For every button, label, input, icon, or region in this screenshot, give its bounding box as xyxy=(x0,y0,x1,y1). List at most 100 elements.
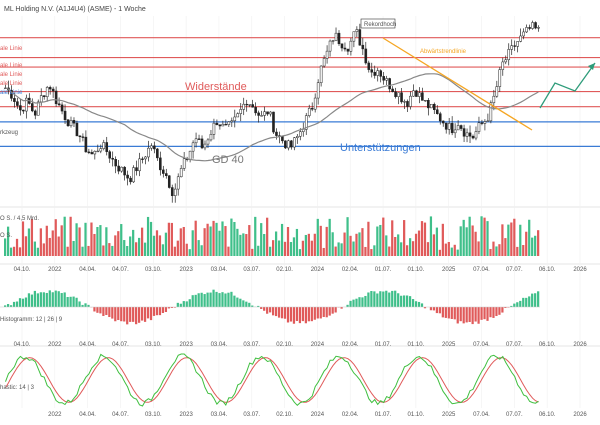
candle-body-109 xyxy=(329,41,331,51)
candle-body-30 xyxy=(94,151,96,154)
volume-bar-12 xyxy=(40,228,42,256)
macd-bar-92 xyxy=(278,307,280,318)
volume-bar-52 xyxy=(159,235,161,256)
volume-bar-28 xyxy=(87,246,89,256)
candle-body-164 xyxy=(493,96,495,103)
candle-body-17 xyxy=(55,91,57,104)
candle-body-12 xyxy=(40,96,42,102)
volume-bar-48 xyxy=(147,217,149,256)
macd-bar-93 xyxy=(281,307,283,318)
macd-bar-16 xyxy=(52,292,54,307)
macd-bar-119 xyxy=(358,297,360,307)
candle-body-47 xyxy=(144,157,146,159)
macd-bar-96 xyxy=(290,307,292,322)
candle-body-74 xyxy=(225,124,227,125)
volume-bar-36 xyxy=(111,246,113,256)
volume-bar-47 xyxy=(144,243,146,256)
x-tick-label-bottom-3: 03.10. xyxy=(145,412,162,418)
candle-body-48 xyxy=(147,148,149,157)
x-tick-label-bottom-6: 03.07. xyxy=(243,412,260,418)
volume-bar-136 xyxy=(409,238,411,256)
candle-body-72 xyxy=(219,125,221,126)
macd-bar-36 xyxy=(111,307,113,319)
x-tick-label-bottom-10: 01.07. xyxy=(375,412,392,418)
candle-body-71 xyxy=(216,123,218,125)
macd-bar-140 xyxy=(421,303,423,307)
macd-bar-13 xyxy=(43,292,45,307)
candle-body-69 xyxy=(210,134,212,140)
macd-bar-108 xyxy=(326,307,328,317)
candle-body-41 xyxy=(127,175,129,178)
macd-bar-109 xyxy=(329,307,331,316)
downtrend-label: Abwärtstrendlinie xyxy=(420,49,467,55)
candle-body-103 xyxy=(311,108,313,109)
candle-body-157 xyxy=(472,136,474,138)
volume-bar-17 xyxy=(55,219,57,256)
volume-bar-143 xyxy=(430,216,432,256)
candle-body-40 xyxy=(124,167,126,175)
volume-bar-13 xyxy=(43,243,45,256)
macd-bar-76 xyxy=(230,292,232,307)
macd-bar-18 xyxy=(58,291,60,307)
volume-label-1: O S. / 4,5 Mrd. xyxy=(0,216,39,222)
volume-bar-26 xyxy=(81,247,83,256)
candle-body-118 xyxy=(356,30,358,32)
candle-body-107 xyxy=(323,58,325,66)
candle-body-16 xyxy=(52,89,54,91)
macd-bar-157 xyxy=(472,307,474,324)
volume-bar-46 xyxy=(141,228,143,256)
volume-bar-41 xyxy=(126,246,128,256)
volume-bar-159 xyxy=(477,241,479,256)
candle-body-82 xyxy=(249,104,251,105)
candle-body-67 xyxy=(204,144,206,148)
left-label-5: rkzeug xyxy=(0,130,18,136)
macd-bar-64 xyxy=(195,295,197,307)
macd-bar-174 xyxy=(522,298,524,307)
volume-bar-151 xyxy=(454,245,456,256)
candle-body-161 xyxy=(484,122,486,124)
candle-body-83 xyxy=(252,104,254,107)
candle-body-150 xyxy=(451,123,453,133)
volume-bar-82 xyxy=(248,225,250,256)
macd-bar-78 xyxy=(236,298,238,307)
volume-bar-75 xyxy=(227,247,229,256)
volume-bar-79 xyxy=(239,235,241,256)
candle-body-15 xyxy=(49,87,51,89)
macd-bar-26 xyxy=(81,305,83,307)
macd-bar-115 xyxy=(346,305,348,307)
x-tick-label-bottom-16: 2026 xyxy=(573,412,587,418)
candle-body-58 xyxy=(177,177,179,189)
candle-body-177 xyxy=(532,22,534,28)
x-tick-label-mid-1: 2022 xyxy=(48,342,62,348)
volume-bar-147 xyxy=(442,224,444,256)
volume-bar-69 xyxy=(209,226,211,256)
volume-bar-97 xyxy=(293,237,295,256)
macd-bar-147 xyxy=(442,307,444,317)
macd-bar-137 xyxy=(412,299,414,307)
volume-bar-10 xyxy=(34,242,36,256)
macd-bar-75 xyxy=(227,293,229,307)
candle-body-88 xyxy=(266,112,268,114)
candle-body-144 xyxy=(433,104,435,110)
macd-bar-61 xyxy=(186,301,188,307)
macd-bar-79 xyxy=(239,299,241,307)
macd-bar-134 xyxy=(403,295,405,307)
candle-body-97 xyxy=(293,138,295,147)
x-tick-label-mid-17: 2026 xyxy=(573,342,587,348)
macd-bar-126 xyxy=(379,291,381,307)
volume-bar-101 xyxy=(305,235,307,256)
left-label-2: ale Linie xyxy=(0,72,23,78)
macd-bar-116 xyxy=(349,301,351,307)
macd-bar-12 xyxy=(40,292,42,307)
volume-bar-24 xyxy=(75,223,77,256)
volume-bar-27 xyxy=(84,223,86,256)
candle-body-95 xyxy=(287,141,289,148)
macd-bar-94 xyxy=(284,307,286,319)
volume-bar-120 xyxy=(361,228,363,256)
macd-bar-154 xyxy=(463,307,465,323)
macd-bar-53 xyxy=(162,307,164,313)
volume-bar-91 xyxy=(275,231,277,256)
volume-bar-66 xyxy=(201,245,203,256)
macd-bar-120 xyxy=(361,297,363,307)
